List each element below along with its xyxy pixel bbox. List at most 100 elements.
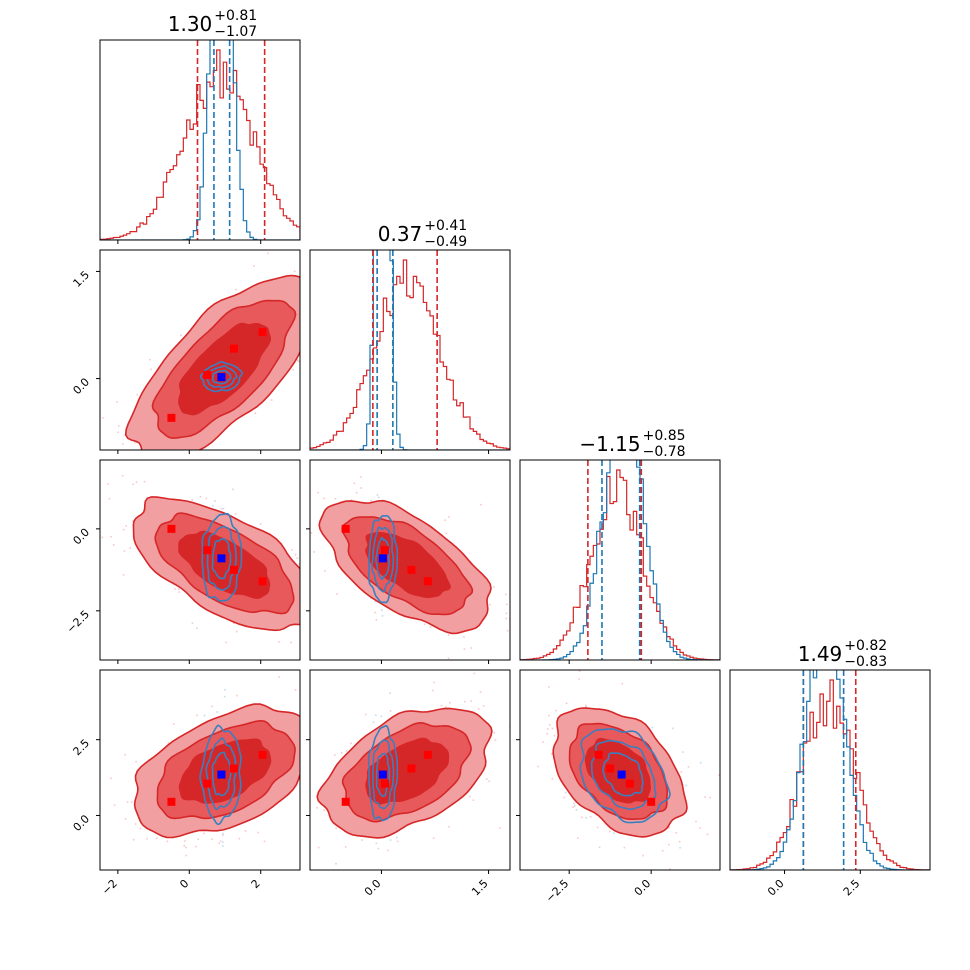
red-sample-dot <box>132 838 135 841</box>
red-sample-dot <box>642 854 644 857</box>
red-sample-dot <box>542 741 545 743</box>
blue-marker-1 <box>217 554 226 563</box>
red-sample-dot <box>122 574 125 576</box>
pair-panel-3-1 <box>309 669 520 871</box>
red-sample-dot <box>335 827 337 830</box>
blue-contour-1-0 <box>201 512 243 602</box>
red-sample-dot <box>445 532 448 535</box>
red-sample-dot <box>124 818 127 820</box>
blue-contour-1-1 <box>206 525 238 592</box>
red-sample-dot <box>307 298 309 300</box>
blue-contour-0-0 <box>199 360 244 393</box>
red-sample-dot <box>682 751 684 753</box>
red-marker-3-3 <box>258 750 267 759</box>
red-sample-dot <box>236 694 238 697</box>
red-sample-dot <box>565 702 568 705</box>
param-title-1: 0.37 <box>378 222 423 246</box>
red-sample-dot <box>473 672 476 675</box>
red-sample-dot <box>361 839 363 841</box>
red-sample-dot <box>117 425 120 427</box>
red-sample-dot <box>225 641 227 644</box>
red-sample-dot <box>156 837 158 840</box>
red-sample-dot <box>150 368 152 371</box>
red-sample-dot <box>396 840 399 843</box>
red-sample-dot <box>335 862 337 865</box>
param-title-0: 1.30 <box>168 12 213 36</box>
red-sample-dot <box>623 846 626 849</box>
blue-sample-dot <box>214 500 216 502</box>
red-sample-dot <box>244 830 247 832</box>
red-sample-dot <box>254 412 257 415</box>
red-sample-dot <box>102 417 104 419</box>
x-tick-label-2-1: 0.0 <box>632 877 654 899</box>
red-sample-dot <box>317 491 319 494</box>
blue-marker-4 <box>378 770 387 779</box>
red-sample-dot <box>139 827 142 830</box>
red-marker-1-0 <box>167 524 176 533</box>
red-sample-dot <box>305 728 307 730</box>
param-title-minus-3: −0.83 <box>844 654 887 670</box>
blue-contour-4-2 <box>375 752 391 797</box>
red-sample-dot <box>572 806 574 808</box>
red-sample-dot <box>375 619 378 621</box>
red-sample-dot <box>432 689 434 692</box>
red-sample-dot <box>220 507 223 510</box>
red-sample-dot <box>303 269 305 271</box>
blue-sample-dot <box>685 784 688 787</box>
red-sample-dot <box>667 843 670 846</box>
param-title-minus-2: −0.78 <box>643 444 686 460</box>
blue-sample-dot <box>222 841 224 843</box>
red-sample-dot <box>200 662 202 664</box>
red-sample-dot <box>298 563 300 566</box>
red-sample-dot <box>308 732 310 734</box>
pair-panel-2-0 <box>99 459 309 664</box>
red-sample-dot <box>303 530 305 532</box>
red-sample-dot <box>135 481 138 483</box>
red-marker-0-1 <box>203 371 212 379</box>
y-tick-label-3-0: 0.0 <box>71 812 93 834</box>
red-sample-dot <box>547 728 549 730</box>
red-sample-dot <box>134 823 137 825</box>
red-sample-dot <box>440 704 443 707</box>
red-sample-dot <box>302 321 304 323</box>
blue-sample-dot <box>375 842 378 845</box>
red-marker-2-1 <box>381 546 389 555</box>
blue-contour-5-1 <box>590 739 657 811</box>
y-tick-label-2-1: 0.0 <box>71 526 93 548</box>
red-sample-dot <box>139 873 141 875</box>
blue-sample-dot <box>575 809 578 811</box>
red-sample-dot <box>303 307 305 309</box>
red-sample-dot <box>294 689 297 691</box>
blue-sample-dot <box>395 836 398 839</box>
red-sample-dot <box>233 622 235 625</box>
red-marker-2-2 <box>407 565 416 574</box>
red-sample-dot <box>307 580 309 582</box>
blue-contour-5-2 <box>602 752 644 797</box>
blue-contour-4-0 <box>367 724 399 822</box>
red-sample-dot <box>304 738 306 740</box>
red-sample-dot <box>235 630 238 633</box>
red-sample-dot <box>585 706 587 708</box>
red-sample-dot <box>333 754 336 756</box>
red-sample-dot <box>297 360 300 363</box>
red-sample-dot <box>125 875 127 877</box>
red-sample-dot <box>257 831 260 834</box>
red-sample-dot <box>301 484 303 486</box>
red-contour-1-2 <box>178 530 271 599</box>
red-sample-dot <box>211 838 213 841</box>
red-sample-dot <box>292 368 294 371</box>
red-sample-dot <box>669 868 671 870</box>
red-histogram-2 <box>520 469 720 660</box>
blue-sample-dot <box>585 816 587 819</box>
red-sample-dot <box>167 742 170 744</box>
red-sample-dot <box>553 734 556 737</box>
x-tick-label-0-2: 2 <box>249 877 263 891</box>
param-title-minus-0: −1.07 <box>214 24 257 40</box>
pair-frame-4 <box>309 669 511 871</box>
diag-bg-2 <box>520 460 720 660</box>
param-title-plus-3: +0.82 <box>844 638 887 654</box>
red-sample-dot <box>518 725 520 727</box>
red-sample-dot <box>695 820 697 823</box>
red-sample-dot <box>197 838 200 841</box>
red-marker-5-0 <box>594 750 603 759</box>
